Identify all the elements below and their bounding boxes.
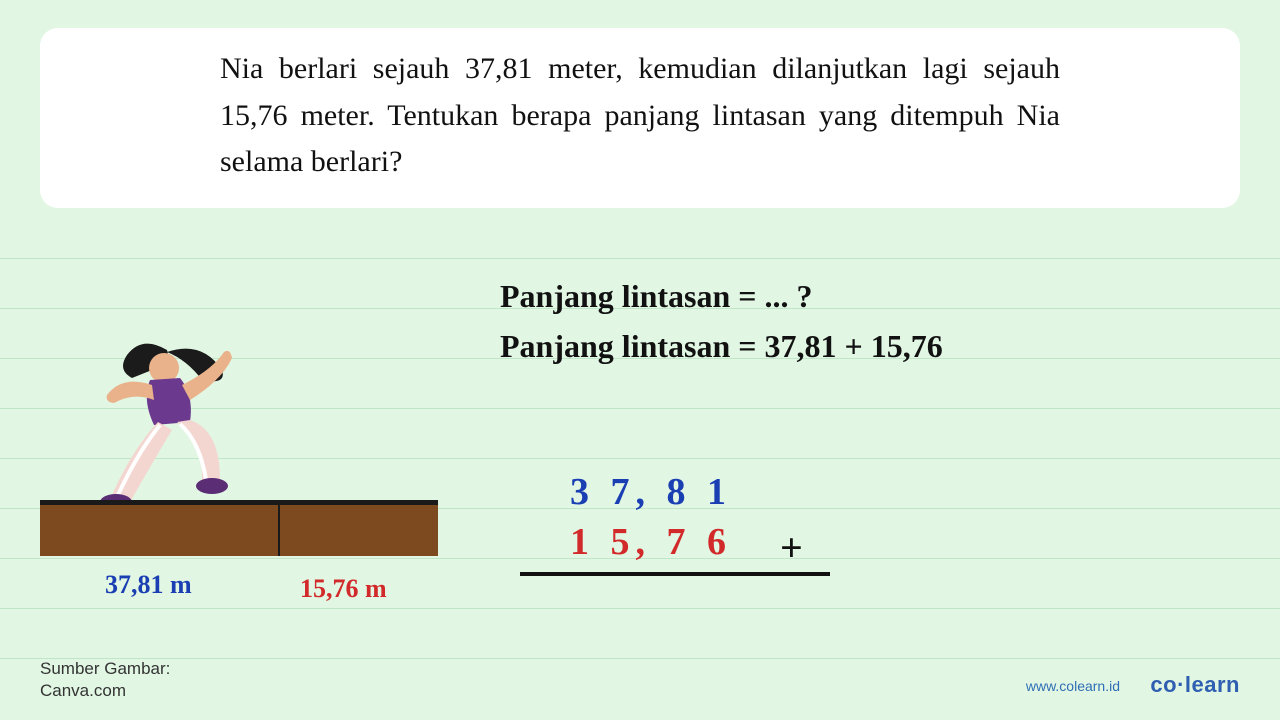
question-card: Nia berlari sejauh 37,81 meter, kemudian… <box>40 28 1240 208</box>
credit-source: Canva.com <box>40 681 126 700</box>
footer-url: www.colearn.id <box>1026 678 1120 694</box>
track-diagram <box>40 500 440 560</box>
track-segment-1 <box>40 500 278 556</box>
credit-label: Sumber Gambar: <box>40 659 170 678</box>
equation-line-1: Panjang lintasan = ... ? <box>500 278 813 315</box>
ruled-line <box>0 258 1280 259</box>
image-credit: Sumber Gambar: Canva.com <box>40 658 170 702</box>
addend-top: 3 7, 8 1 <box>570 470 732 514</box>
track-label-2: 15,76 m <box>300 574 387 604</box>
column-addition: 3 7, 8 1 1 5, 7 6 + <box>570 470 732 564</box>
runner-icon <box>72 330 272 520</box>
track-label-1: 37,81 m <box>105 570 192 600</box>
ruled-line <box>0 608 1280 609</box>
addend-bottom: 1 5, 7 6 <box>570 520 732 564</box>
ruled-line <box>0 658 1280 659</box>
track-segment-2 <box>280 500 438 556</box>
question-text: Nia berlari sejauh 37,81 meter, kemudian… <box>220 46 1060 186</box>
addition-rule <box>520 572 830 576</box>
brand-logo: co·learn <box>1150 672 1240 698</box>
plus-sign: + <box>780 524 803 571</box>
equation-line-2: Panjang lintasan = 37,81 + 15,76 <box>500 328 943 365</box>
